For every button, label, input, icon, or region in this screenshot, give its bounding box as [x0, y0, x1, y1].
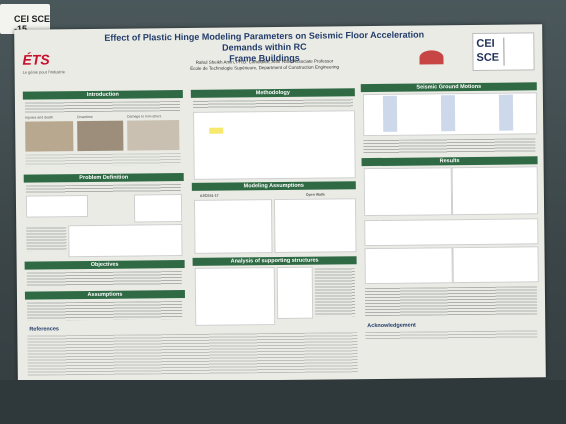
ets-logo: ÉTS Le génie pour l'industrie [22, 51, 65, 75]
assumptions-header: Assumptions [24, 290, 185, 300]
research-poster: ÉTS Le génie pour l'industrie Effect of … [14, 24, 546, 383]
cei-sce-logo: CEI SCE [472, 32, 535, 71]
motions-header: Seismic Ground Motions [360, 82, 537, 93]
walls-figure [273, 198, 357, 254]
open-walls-label: Open Walls [305, 192, 325, 197]
results-header: Results [361, 156, 538, 167]
introduction-text [24, 101, 181, 113]
frame-sketch [133, 194, 183, 223]
spectra-band-2 [440, 95, 456, 132]
acknowledgement-header: Acknowledgement [367, 322, 416, 330]
introduction-header: Introduction [22, 90, 183, 100]
asce-figure [193, 199, 273, 254]
methodology-header: Methodology [190, 88, 355, 98]
injuries-label: Injuries and death [25, 115, 53, 120]
figure-captions [25, 153, 181, 167]
methodology-text [192, 99, 353, 109]
results-plot-4 [452, 246, 539, 284]
objectives-text [26, 271, 182, 287]
problem-text-2 [26, 227, 67, 252]
results-plot-1 [363, 167, 453, 217]
acknowledgement-text [365, 330, 538, 341]
highlight-note [209, 127, 224, 134]
joint-details-figure [68, 224, 183, 258]
results-plot-2 [451, 166, 539, 216]
results-text [364, 286, 538, 317]
objectives-header: Objectives [24, 260, 185, 270]
photo-downtime [77, 120, 124, 152]
photo-injuries [25, 121, 74, 152]
results-plot-3 [364, 247, 453, 285]
assumptions-text [27, 301, 183, 321]
damage-label: Damage to non-struct. [127, 114, 162, 119]
analysis-plot [276, 266, 314, 320]
asce-label: ASCE41-17 [199, 193, 219, 198]
references-text [27, 332, 358, 376]
modeling-header: Modeling Assumptions [191, 181, 356, 191]
spectra-band-3 [498, 94, 514, 131]
analysis-frame-figure [194, 267, 276, 326]
methodology-frame-figure [193, 110, 356, 180]
problem-header: Problem Definition [23, 173, 184, 183]
sponsor-logo [419, 50, 444, 65]
problem-text [25, 184, 181, 194]
floor-shadow [0, 380, 566, 424]
analysis-text [314, 268, 356, 317]
motions-text [363, 138, 536, 155]
time-history-plot [364, 218, 539, 247]
analysis-header: Analysis of supporting structures [192, 256, 357, 266]
equation-figure [25, 195, 89, 218]
downtime-label: Downtime [77, 114, 93, 120]
spectra-band-1 [382, 95, 398, 132]
photo-damage [127, 120, 180, 151]
poster-authors: Rahul Sheikh Amiri, Ph.D. Candidate; Ami… [190, 58, 339, 71]
